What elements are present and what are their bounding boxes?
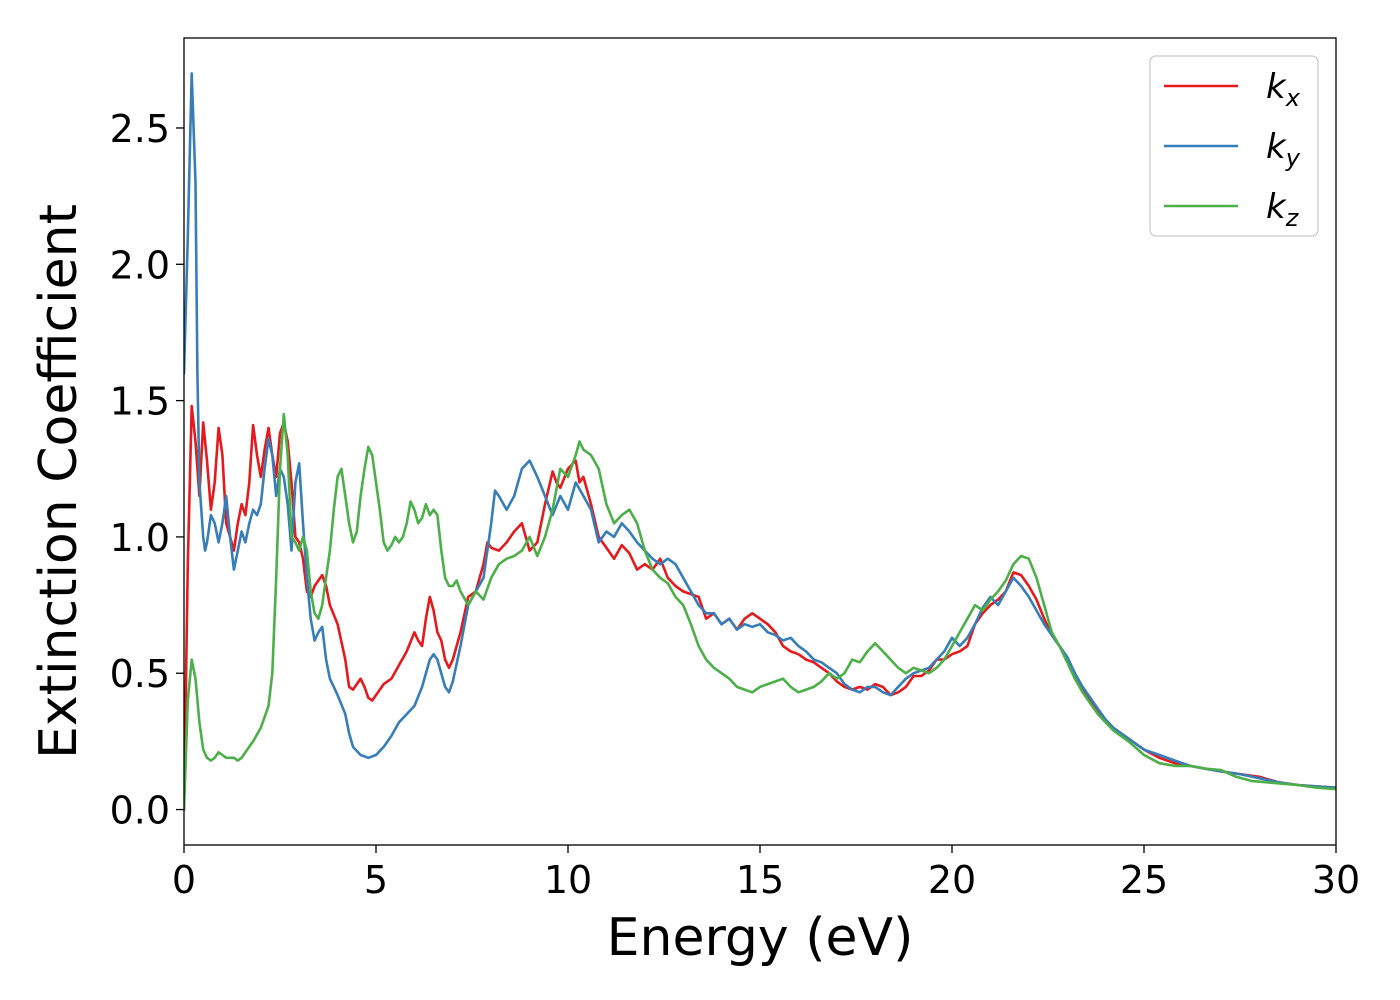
legend: kx ky kz [1149,55,1319,237]
x-axis: 0 5 10 15 20 25 30 [172,845,1360,902]
legend-label-kz: kz [1266,187,1300,232]
x-tick-label: 0 [172,858,196,902]
x-tick-label: 30 [1312,858,1360,902]
y-axis: 0.0 0.5 1.0 1.5 2.0 2.5 [110,107,184,833]
x-tick-label: 5 [364,858,388,902]
x-tick-label: 25 [1120,858,1168,902]
legend-label-ky: ky [1266,127,1301,172]
y-tick-label: 1.5 [110,380,170,424]
x-axis-label: Energy (eV) [607,908,914,968]
y-tick-label: 0.5 [110,652,170,696]
series-line-kx [184,404,1336,811]
y-axis-label: Extinction Coefficient [29,204,89,759]
y-tick-label: 2.0 [110,243,170,287]
x-tick-label: 15 [736,858,784,902]
y-tick-label: 1.0 [110,516,170,560]
legend-label-kx: kx [1266,67,1301,112]
series-layer [184,72,1336,811]
series-line-ky [184,72,1336,789]
y-tick-label: 2.5 [110,107,170,151]
y-tick-label: 0.0 [110,789,170,833]
x-tick-label: 20 [928,858,976,902]
series-line-kz [184,412,1336,811]
x-tick-label: 10 [544,858,592,902]
